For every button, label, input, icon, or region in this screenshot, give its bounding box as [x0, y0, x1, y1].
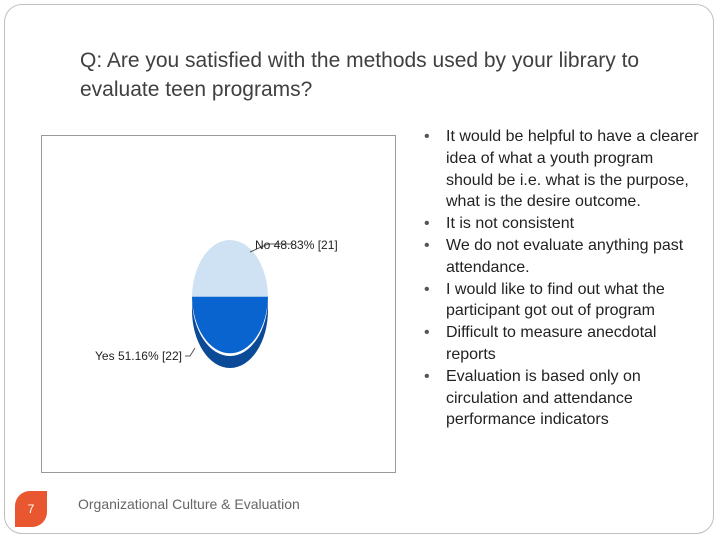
pie-label-yes: Yes 51.16% [22]: [95, 349, 182, 363]
pie-chart: No 48.83% [21] Yes 51.16% [22]: [41, 135, 396, 473]
pie-slice-yes: [192, 296, 268, 354]
comment-item: We do not evaluate anything past attenda…: [421, 235, 701, 279]
comment-item: It would be helpful to have a clearer id…: [421, 126, 701, 213]
page-number-badge: 7: [15, 491, 47, 527]
slide-title: Q: Are you satisfied with the methods us…: [80, 49, 640, 101]
comment-item: Evaluation is based only on circulation …: [421, 366, 701, 431]
comment-item: I would like to find out what the partic…: [421, 279, 701, 323]
page-number: 7: [27, 502, 35, 516]
pie-slice-no: [192, 240, 268, 297]
comment-item: It is not consistent: [421, 213, 701, 235]
pie-slice-yes-side: [192, 298, 268, 368]
pie-leader-yes: [185, 347, 196, 357]
comment-list: It would be helpful to have a clearer id…: [421, 126, 701, 431]
footer-text: Organizational Culture & Evaluation: [78, 496, 300, 512]
pie-label-no: No 48.83% [21]: [255, 238, 338, 252]
comment-item: Difficult to measure anecdotal reports: [421, 322, 701, 366]
slide-frame: [4, 4, 714, 534]
pie-leader-no: [249, 243, 293, 253]
pie-chart-svg: No 48.83% [21] Yes 51.16% [22]: [95, 238, 338, 368]
